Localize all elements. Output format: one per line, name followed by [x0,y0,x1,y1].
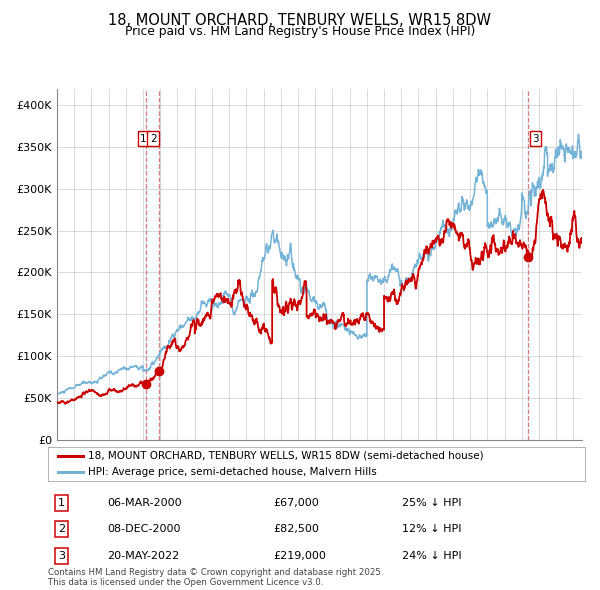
Text: 2: 2 [58,524,65,534]
Text: £67,000: £67,000 [274,498,319,507]
Text: 06-MAR-2000: 06-MAR-2000 [107,498,182,507]
Bar [140,88,163,440]
Text: £82,500: £82,500 [274,524,319,534]
Text: 2: 2 [150,134,157,143]
Text: 08-DEC-2000: 08-DEC-2000 [107,524,181,534]
Text: 12% ↓ HPI: 12% ↓ HPI [403,524,462,534]
Text: 18, MOUNT ORCHARD, TENBURY WELLS, WR15 8DW (semi-detached house): 18, MOUNT ORCHARD, TENBURY WELLS, WR15 8… [88,451,484,461]
Text: Contains HM Land Registry data © Crown copyright and database right 2025.
This d: Contains HM Land Registry data © Crown c… [48,568,383,587]
Text: 20-MAY-2022: 20-MAY-2022 [107,551,179,561]
Text: 3: 3 [532,134,539,143]
Bar [523,88,535,440]
Text: £219,000: £219,000 [274,551,326,561]
Text: 3: 3 [58,551,65,561]
Text: 25% ↓ HPI: 25% ↓ HPI [403,498,462,507]
Text: 1: 1 [58,498,65,507]
Text: 1: 1 [140,134,147,143]
Text: 18, MOUNT ORCHARD, TENBURY WELLS, WR15 8DW: 18, MOUNT ORCHARD, TENBURY WELLS, WR15 8… [109,13,491,28]
Text: Price paid vs. HM Land Registry's House Price Index (HPI): Price paid vs. HM Land Registry's House … [125,25,475,38]
Text: HPI: Average price, semi-detached house, Malvern Hills: HPI: Average price, semi-detached house,… [88,467,377,477]
Text: 24% ↓ HPI: 24% ↓ HPI [403,551,462,561]
